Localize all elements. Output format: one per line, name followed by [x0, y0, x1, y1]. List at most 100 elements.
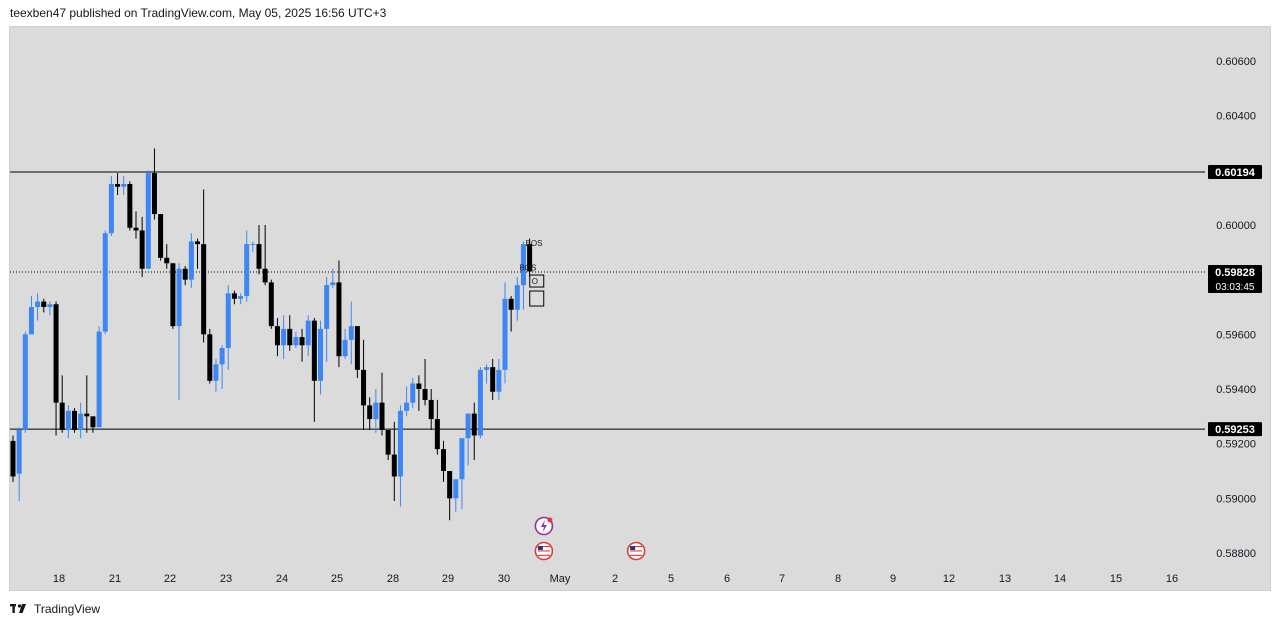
candle-up: [397, 405, 403, 507]
flag-stripe: [630, 552, 643, 554]
candle-body: [170, 263, 176, 327]
time-axis-label: 8: [835, 573, 841, 585]
candle-up: [404, 386, 410, 417]
candle-body: [385, 430, 391, 455]
candles: [10, 148, 533, 521]
candle-down: [115, 173, 121, 195]
flag-canton: [630, 546, 636, 550]
candle-down: [428, 389, 434, 430]
bar-countdown-label: 03:03:45: [1216, 282, 1255, 293]
candle-up: [35, 293, 41, 321]
time-axis-label: 7: [779, 573, 785, 585]
candle-body: [465, 413, 471, 439]
candle-up: [225, 285, 231, 370]
time-axis: 18 21 22 23 24 25 28 29 30 May 2 5 6 7 8 9 12 13 14 15 16: [53, 573, 1178, 585]
flag-stripe: [537, 546, 550, 548]
candle-up: [502, 282, 508, 384]
candle-body: [207, 334, 213, 381]
candle-body: [145, 173, 151, 269]
candle-down: [422, 358, 428, 406]
candle-down: [256, 225, 262, 275]
candle-down: [158, 214, 164, 261]
candle-body: [84, 413, 90, 417]
annotations: BOS BOS O: [519, 239, 545, 307]
candle-body: [231, 293, 237, 299]
candle-down: [139, 216, 145, 277]
candle-down: [441, 440, 446, 482]
candle-up: [176, 263, 182, 400]
us-flag-event-icon: [626, 541, 646, 561]
price-axis: 0.60600 0.60400 0.60000 0.59600 0.59400 0.592…: [1216, 56, 1256, 560]
annotation-label: BOS: [526, 239, 543, 248]
candle-body: [348, 326, 354, 340]
horizontal-levels: [10, 171, 1205, 430]
annotation-label: BOS: [519, 263, 536, 272]
candle-body: [22, 334, 28, 430]
order-block-box: [529, 290, 545, 307]
candle-up: [219, 345, 225, 389]
candle-body: [471, 413, 477, 436]
chart-panel[interactable]: [9, 26, 1271, 591]
candle-up: [281, 315, 287, 359]
candle-up: [410, 378, 416, 409]
time-axis-label: 12: [943, 573, 955, 585]
flag-stripe: [630, 554, 643, 556]
candle-down: [367, 397, 373, 430]
price-tag-label: 0.59253: [1215, 424, 1255, 436]
candle-body: [176, 268, 182, 327]
candle-body: [434, 419, 440, 450]
candle-up: [238, 293, 244, 305]
candle-down: [90, 416, 96, 433]
footer-brand: TradingView: [10, 602, 100, 616]
candle-body: [65, 410, 71, 430]
candle-body: [225, 293, 231, 348]
flag-stripe: [537, 550, 550, 552]
price-axis-label: 0.58800: [1216, 548, 1256, 560]
candle-down: [10, 435, 16, 482]
flag-stripe: [630, 550, 643, 552]
flag-stripe: [537, 552, 550, 554]
time-axis-label: 24: [276, 573, 288, 585]
publish-info: teexben47 published on TradingView.com, …: [10, 6, 387, 20]
candle-body: [379, 402, 385, 430]
candle-body: [121, 184, 127, 187]
candle-body: [293, 337, 299, 346]
candle-up: [330, 268, 336, 288]
time-axis-label: 22: [164, 573, 176, 585]
candle-up: [244, 230, 250, 302]
candle-up: [16, 427, 22, 502]
candle-body: [213, 364, 219, 381]
candle-body: [41, 301, 47, 307]
price-axis-label: 0.59600: [1216, 329, 1256, 341]
candle-down: [416, 375, 422, 411]
candle-down: [391, 421, 397, 502]
candle-up: [453, 479, 459, 512]
candle-up: [188, 233, 194, 288]
candle-body: [318, 328, 323, 381]
candle-body: [508, 298, 514, 310]
candle-up: [477, 367, 483, 439]
price-tag-label: 0.59828: [1215, 267, 1255, 279]
candle-up: [484, 364, 490, 384]
candle-down: [231, 290, 237, 305]
time-axis-label: 2: [612, 573, 618, 585]
candle-body: [422, 389, 428, 400]
candle-up: [145, 170, 151, 269]
price-axis-label: 0.60600: [1216, 56, 1256, 68]
candle-body: [195, 241, 200, 245]
candle-up: [520, 241, 526, 310]
candle-body: [404, 402, 410, 411]
time-axis-label: 28: [387, 573, 399, 585]
candle-body: [158, 214, 164, 258]
candle-up: [96, 326, 102, 428]
candle-up: [47, 301, 53, 316]
candle-up: [324, 276, 330, 362]
candle-down: [133, 211, 139, 239]
candle-up: [65, 405, 71, 439]
candle-body: [527, 244, 533, 272]
candle-up: [496, 358, 502, 400]
candle-body: [502, 298, 508, 370]
footer-brand-label: TradingView: [34, 602, 101, 616]
candle-down: [434, 399, 440, 455]
